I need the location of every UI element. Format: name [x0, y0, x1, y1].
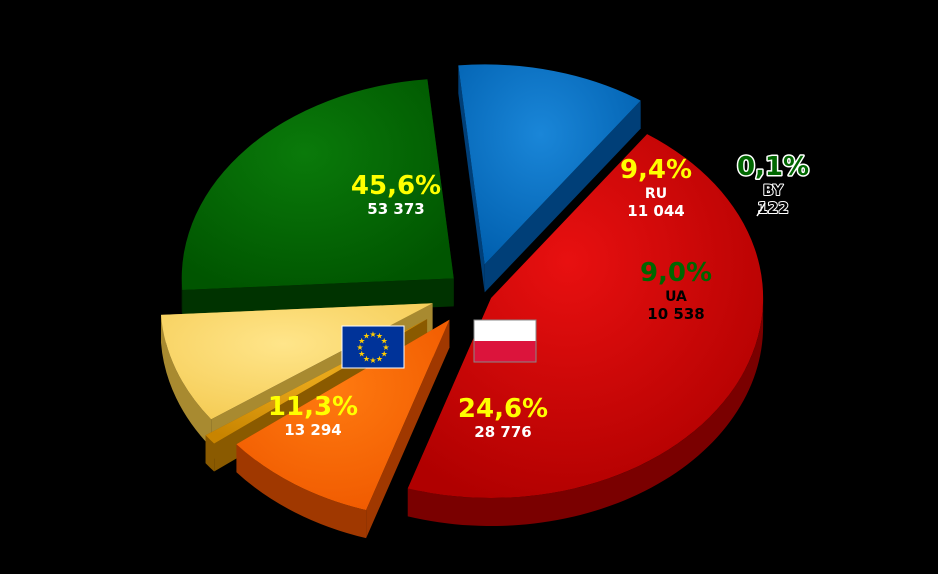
svg-text:★: ★	[381, 350, 388, 359]
slice-poland-top	[181, 79, 454, 291]
eu-flag-icon: ★★★★★★★★★ ★ ★★	[341, 325, 405, 369]
value-label: 28 776	[474, 423, 531, 441]
svg-text:★: ★	[356, 343, 363, 352]
value-label: 13 294	[284, 421, 341, 439]
poland-flag-icon	[473, 319, 537, 363]
category-label: RU	[645, 186, 667, 202]
slice-eu-wall-end	[484, 100, 641, 293]
slice-eu-wall-start	[458, 65, 485, 293]
percent-label: 11,3%	[268, 392, 358, 422]
svg-text:★: ★	[369, 330, 376, 339]
slice-ua-side	[161, 314, 212, 448]
percent-label: 9,4%	[620, 155, 692, 185]
category-label: BY	[763, 183, 784, 199]
svg-text:★: ★	[358, 337, 365, 346]
svg-text:★: ★	[376, 354, 383, 363]
svg-text:★: ★	[376, 332, 383, 341]
value-label: 10 538	[647, 305, 704, 323]
value-label: 53 373	[367, 200, 424, 218]
svg-text:★: ★	[363, 332, 370, 341]
percent-label: 24,6%	[458, 394, 548, 424]
percent-label: 9,0%	[640, 258, 712, 288]
data-label-poland: 24,6%28 776	[458, 394, 548, 441]
leader-line-by	[756, 202, 766, 217]
percent-label: 45,6%	[351, 171, 441, 201]
value-label: 11 044	[627, 202, 684, 220]
data-label-poland-other: 45,6%53 373	[351, 171, 441, 218]
category-label: UA	[665, 289, 687, 305]
slice-ru-side	[236, 444, 367, 539]
data-label-eu: 11,3%13 294	[268, 392, 358, 439]
slice-poland-other-top	[407, 134, 764, 499]
slice-by-side	[205, 435, 215, 472]
svg-text:★: ★	[381, 337, 388, 346]
slice-poland-other	[407, 134, 764, 527]
slice-eu-top	[458, 64, 641, 265]
percent-label: 0,1%	[737, 152, 809, 182]
svg-text:★: ★	[358, 350, 365, 359]
svg-text:★: ★	[369, 356, 376, 365]
slice-poland-other-side	[407, 298, 764, 527]
slice-eu	[458, 64, 641, 293]
svg-text:★: ★	[382, 343, 389, 352]
svg-text:★: ★	[363, 354, 370, 363]
slice-poland	[181, 79, 454, 319]
slice-ru-wall-start	[366, 319, 450, 539]
